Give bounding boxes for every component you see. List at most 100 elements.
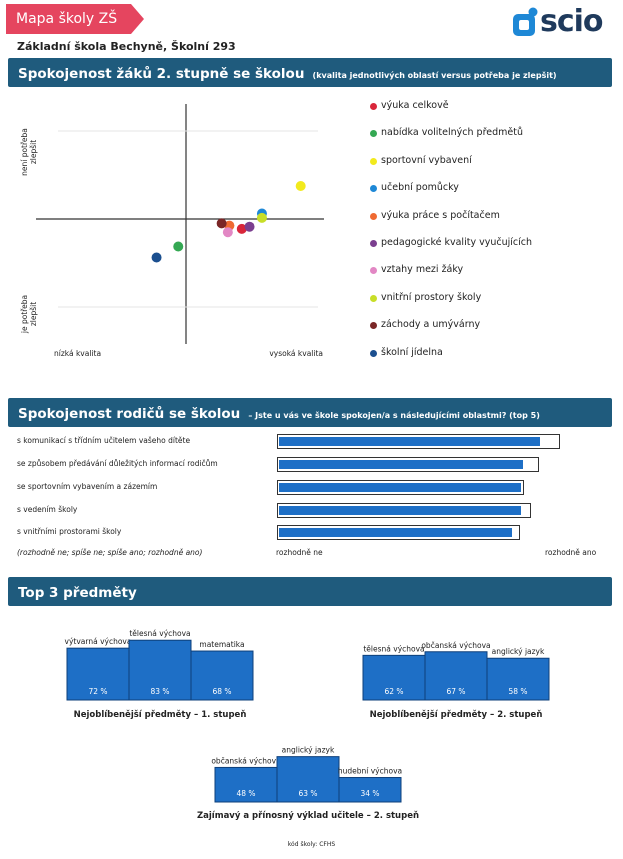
top3-category-label: matematika — [199, 640, 244, 649]
top3-bar — [190, 650, 254, 701]
scatter-point — [173, 241, 184, 252]
ylabel-bottom: je potřebazlepšit — [20, 295, 38, 334]
top3-chart: občanská výchova 48 % anglický jazyk 63 % hu… — [211, 727, 405, 811]
top3-bar — [128, 639, 192, 701]
legend-dot-icon — [370, 157, 377, 165]
parents-scale-note: (rozhodně ne; spíše ne; spíše ano; rozho… — [17, 548, 203, 557]
top3-value-label: 63 % — [298, 789, 317, 798]
legend-label: učební pomůcky — [381, 182, 459, 194]
scatter-point — [151, 252, 162, 263]
top3-value-label: 34 % — [360, 789, 379, 798]
parents-bar-fill — [279, 460, 523, 469]
quality-scatter-chart: není potřebazlepšit je potřebazlepšit nízk… — [20, 104, 324, 358]
top3-category-label: tělesná výchova — [363, 644, 424, 653]
section-top3-title: Top 3 předměty — [18, 585, 137, 601]
legend-dot-icon — [370, 294, 377, 302]
section-top3-bar: Top 3 předměty — [8, 577, 612, 606]
top3-category-label: anglický jazyk — [282, 746, 335, 755]
parents-row-label: se sportovním vybavením a zázemím — [17, 482, 158, 491]
top3-bar — [338, 777, 402, 803]
top3-chart-title: Zajímavý a přínosný výklad učitele – 2. … — [196, 811, 420, 821]
map-tag: Mapa školy ZŠ — [6, 4, 144, 34]
top3-category-label: občanská výchova — [421, 641, 490, 650]
xlabel-right: vysoká kvalita — [269, 349, 323, 358]
top3-value-label: 62 % — [384, 687, 403, 696]
map-tag-label: Mapa školy ZŠ — [16, 11, 118, 27]
top3-chart-title: Nejoblíbenější předměty – 2. stupeň — [369, 710, 543, 720]
logo-text: scio — [540, 4, 604, 39]
logo-icon — [513, 7, 538, 36]
legend-dot-icon — [370, 130, 377, 138]
top3-category-label: hudební výchova — [338, 767, 402, 776]
legend-dot-icon — [370, 349, 377, 357]
top3-chart: tělesná výchova 62 % občanská výchova 67 % a… — [362, 625, 553, 709]
legend-dot-icon — [370, 267, 377, 275]
section-parents-bar: Spokojenost rodičů se školou – Jste u vá… — [8, 398, 612, 427]
legend-item: výuka práce s počítačem — [370, 210, 610, 237]
legend-item: vnitřní prostory školy — [370, 292, 610, 319]
legend-item: sportovní vybavení — [370, 155, 610, 182]
section-students-subtitle: (kvalita jednotlivých oblastí versus pot… — [312, 71, 557, 80]
legend-dot-icon — [370, 185, 377, 193]
parents-bar-fill — [279, 437, 540, 446]
parents-row-label: se způsobem předávání důležitých informa… — [17, 459, 218, 468]
scatter-point — [244, 221, 255, 232]
top3-category-label: tělesná výchova — [129, 629, 190, 638]
legend-dot-icon — [370, 103, 377, 110]
parents-scale-left: rozhodně ne — [276, 548, 323, 557]
parents-bar-fill — [279, 506, 521, 515]
parents-row-label: s komunikací s třídním učitelem vašeho d… — [17, 436, 191, 445]
legend-label: výuka celkově — [381, 100, 449, 111]
legend-item: výuka celkově — [370, 100, 610, 127]
parents-row-label: s vnitřními prostorami školy — [17, 527, 122, 536]
scatter-point — [222, 227, 233, 238]
top3-value-label: 68 % — [212, 687, 231, 696]
top3-category-label: občanská výchova — [211, 756, 280, 765]
scatter-legend: výuka celkově nabídka volitelných předmět… — [370, 100, 610, 374]
scatter-point — [236, 223, 247, 234]
parents-scale-right: rozhodně ano — [545, 548, 597, 557]
top3-value-label: 83 % — [150, 687, 169, 696]
top3-value-label: 48 % — [236, 789, 255, 798]
legend-item: nabídka volitelných předmětů — [370, 127, 610, 154]
ylabel-top: není potřebazlepšit — [20, 128, 38, 176]
legend-label: nabídka volitelných předmětů — [381, 127, 523, 139]
top3-bar — [486, 657, 550, 701]
scio-logo: scio — [511, 4, 621, 42]
top3-chart: výtvarná výchova 72 % tělesná výchova 83 % m… — [65, 625, 257, 709]
school-code: kód školy: CFHS — [287, 841, 336, 848]
legend-label: školní jídelna — [381, 346, 443, 358]
parents-bar-fill — [279, 483, 521, 492]
scatter-point — [216, 218, 227, 229]
xlabel-left: nízká kvalita — [54, 349, 101, 358]
top3-value-label: 58 % — [508, 687, 527, 696]
top3-category-label: anglický jazyk — [492, 647, 545, 656]
top3-bar — [362, 654, 426, 701]
top3-value-label: 67 % — [446, 687, 465, 696]
top3-category-label: výtvarná výchova — [65, 637, 132, 646]
legend-item: pedagogické kvality vyučujících — [370, 237, 610, 264]
scatter-axes — [36, 104, 324, 344]
legend-label: sportovní vybavení — [381, 154, 472, 166]
legend-dot-icon — [370, 212, 377, 220]
section-students-bar: Spokojenost žáků 2. stupně se školou (kv… — [8, 58, 612, 87]
legend-label: vztahy mezi žáky — [381, 264, 464, 276]
top3-value-label: 72 % — [88, 687, 107, 696]
legend-item: učební pomůcky — [370, 182, 610, 209]
top3-chart-title: Nejoblíbenější předměty – 1. stupeň — [73, 710, 247, 720]
legend-label: vnitřní prostory školy — [381, 291, 482, 303]
legend-label: výuka práce s počítačem — [381, 209, 500, 221]
section-students-title: Spokojenost žáků 2. stupně se školou — [18, 66, 305, 82]
legend-item: školní jídelna — [370, 347, 610, 374]
legend-dot-icon — [370, 322, 377, 330]
legend-item: záchody a umývárny — [370, 319, 610, 346]
scatter-point — [256, 212, 267, 223]
section-parents-title: Spokojenost rodičů se školou — [18, 406, 241, 422]
legend-dot-icon — [370, 239, 377, 247]
section-parents-subtitle: – Jste u vás ve škole spokojen/a s násle… — [248, 411, 540, 420]
legend-label: záchody a umývárny — [381, 319, 481, 331]
parents-bar-fill — [279, 528, 512, 537]
legend-item: vztahy mezi žáky — [370, 264, 610, 291]
legend-label: pedagogické kvality vyučujících — [381, 236, 532, 248]
school-name: Základní škola Bechyně, Školní 293 — [17, 40, 236, 53]
